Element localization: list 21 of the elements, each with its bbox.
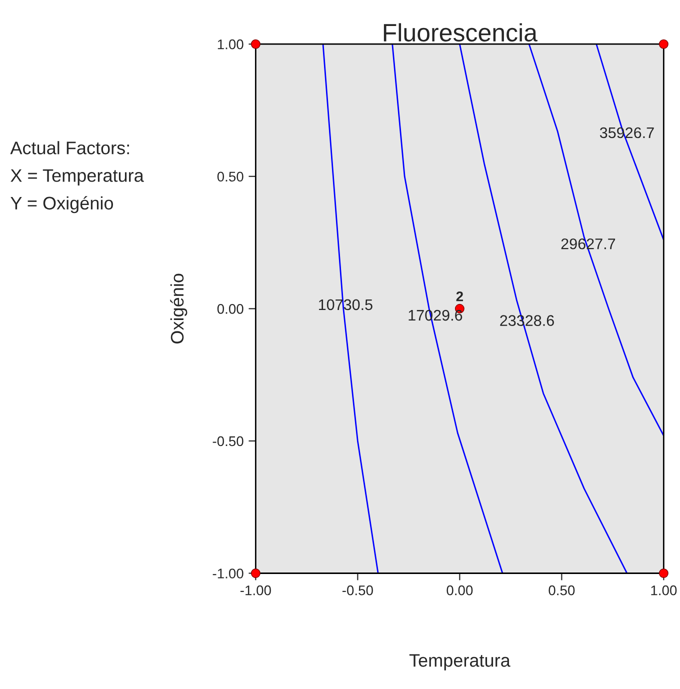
annotation: 2 bbox=[456, 291, 463, 302]
text: Actual Factors: bbox=[10, 141, 129, 154]
y-tick-label: 1.00 bbox=[218, 39, 244, 50]
y-axis-title: Oxigénio bbox=[170, 274, 188, 344]
text: X = Temperatura bbox=[10, 169, 144, 186]
x-tick-label: 0.00 bbox=[446, 585, 473, 596]
x-tick-label: -0.50 bbox=[342, 585, 373, 596]
point bbox=[658, 39, 668, 49]
y-tick-label: 0.00 bbox=[217, 304, 244, 314]
point bbox=[658, 568, 668, 578]
y-tick-label: -0.50 bbox=[212, 436, 244, 446]
x-axis-title: Temperatura bbox=[409, 654, 510, 670]
x-tick-label: 0.50 bbox=[548, 585, 575, 596]
x-tick-label: -1.00 bbox=[240, 585, 271, 596]
y-tick-label: 0.50 bbox=[217, 172, 244, 182]
point bbox=[250, 39, 260, 49]
point bbox=[250, 568, 260, 578]
text: Y = Oxigénio bbox=[10, 196, 114, 214]
chart-title: Fluorescencia bbox=[384, 23, 538, 42]
x-tick-label: 1.00 bbox=[651, 585, 677, 596]
y-tick-label: -1.00 bbox=[212, 568, 244, 578]
